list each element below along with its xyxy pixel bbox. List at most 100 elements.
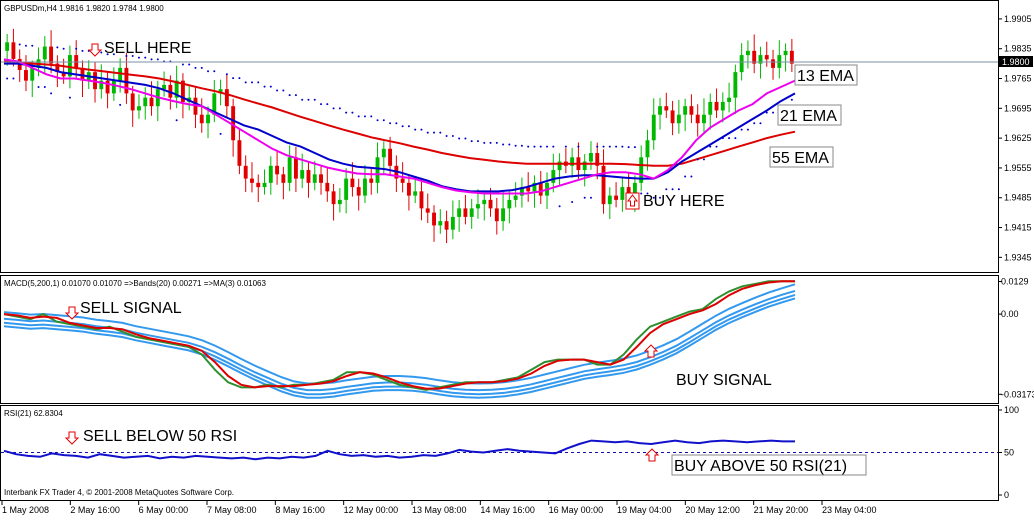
time-axis: 1 May 2008 2 May 16:00 6 May 00:00 7 May 08…	[1, 501, 877, 515]
buy-here-label: BUY HERE	[643, 193, 725, 210]
psar-dot	[671, 188, 674, 191]
copyright-footer: Interbank FX Trader 4, © 2001-2008 MetaQ…	[4, 488, 234, 497]
psar-dot	[100, 51, 103, 54]
ema21-label-box: 21 EMA	[777, 104, 842, 126]
candle-body	[137, 106, 141, 111]
candle-body	[174, 80, 179, 98]
time-tick-label: 20 May 12:00	[685, 505, 740, 515]
candle-body	[727, 97, 732, 102]
sell-arrow-icon	[87, 43, 103, 57]
psar-dot	[765, 111, 768, 114]
price-tick-label: 1.9485	[1004, 193, 1032, 203]
candle-body	[777, 55, 782, 68]
macd-tick-label: 0.0129	[1001, 277, 1029, 287]
candle-body	[658, 106, 662, 115]
sell-below-rsi-label: SELL BELOW 50 RSI	[83, 428, 237, 445]
candle-body	[614, 195, 619, 200]
psar-dot	[665, 188, 668, 191]
psar-dot	[602, 145, 605, 148]
candle-body	[105, 80, 110, 94]
psar-dot	[659, 196, 662, 199]
candle-body	[224, 89, 229, 107]
time-tick-label: 7 May 08:00	[207, 505, 257, 515]
candle-body	[180, 80, 185, 102]
psar-dot	[451, 135, 454, 137]
rsi-tick-label: 0	[1004, 490, 1009, 500]
psar-dot	[56, 46, 59, 49]
psar-dot	[313, 98, 316, 101]
psar-dot	[464, 137, 467, 140]
psar-dot	[250, 81, 253, 84]
psar-dot	[746, 128, 749, 131]
candle-body	[325, 182, 330, 192]
candle-body	[733, 72, 738, 98]
psar-dot	[470, 140, 473, 143]
psar-dot	[232, 77, 235, 80]
psar-dot	[370, 115, 373, 118]
psar-dot	[68, 96, 71, 99]
psar-dot	[37, 86, 40, 89]
candle-body	[745, 50, 750, 56]
ema55-label-box: 55 EMA	[769, 146, 834, 168]
psar-dot	[502, 143, 505, 146]
psar-dot	[552, 145, 555, 148]
candle-body	[444, 221, 449, 230]
psar-dot	[483, 141, 486, 144]
price-pane[interactable]	[0, 0, 999, 273]
psar-dot	[458, 137, 461, 140]
candle-body	[702, 114, 706, 124]
psar-dot	[351, 111, 354, 114]
macd-slow-line	[3, 280, 795, 390]
macd-tick-label: 0.00	[1001, 309, 1019, 319]
candle-body	[331, 191, 336, 205]
candle-body	[243, 165, 248, 179]
candle-body	[268, 165, 273, 183]
psar-dot	[621, 145, 624, 148]
candle-body	[149, 97, 154, 107]
psar-dot	[338, 107, 341, 110]
candle-body	[488, 199, 493, 209]
psar-dot	[6, 77, 9, 80]
price-tick-label: 1.9905	[1004, 14, 1032, 24]
buy-above-rsi-box: BUY ABOVE 50 RSI(21)	[671, 454, 867, 476]
candle-body	[293, 157, 298, 179]
psar-dot	[709, 145, 712, 148]
candle-body	[626, 187, 631, 196]
candle-body	[494, 208, 499, 222]
candle-body	[275, 165, 280, 175]
candle-body	[24, 70, 28, 81]
candle-body	[111, 80, 116, 94]
candle-body	[350, 178, 355, 188]
time-tick-label: 8 May 16:00	[275, 505, 325, 515]
candle-body	[344, 178, 349, 200]
psar-dot	[282, 89, 285, 92]
psar-dot	[401, 125, 404, 128]
candle-body	[551, 170, 556, 183]
sell-here-label: SELL HERE	[104, 40, 191, 57]
time-tick-label: 16 May 00:00	[549, 505, 604, 515]
candle-body	[124, 67, 129, 94]
psar-dot	[520, 144, 523, 147]
buy-signal-label: BUY SIGNAL	[676, 372, 772, 389]
candle-body	[262, 182, 267, 188]
candle-body	[532, 182, 537, 192]
candle-body	[55, 63, 60, 73]
psar-dot	[646, 192, 649, 195]
psar-dot	[627, 146, 630, 149]
candle-body	[457, 208, 462, 217]
candle-body	[432, 212, 436, 226]
candle-body	[589, 153, 593, 162]
psar-dot	[564, 145, 567, 148]
candle-body	[256, 182, 261, 188]
psar-dot	[144, 56, 147, 59]
time-tick-label: 1 May 2008	[2, 505, 49, 515]
psar-dot	[31, 44, 34, 47]
psar-dot	[125, 54, 128, 57]
candle-body	[601, 165, 606, 205]
candle-body	[476, 204, 480, 209]
macd-tick-label: -0.03173	[1001, 389, 1034, 399]
candle-body	[664, 106, 669, 111]
psar-dot	[131, 54, 134, 57]
psar-dot	[589, 196, 592, 199]
